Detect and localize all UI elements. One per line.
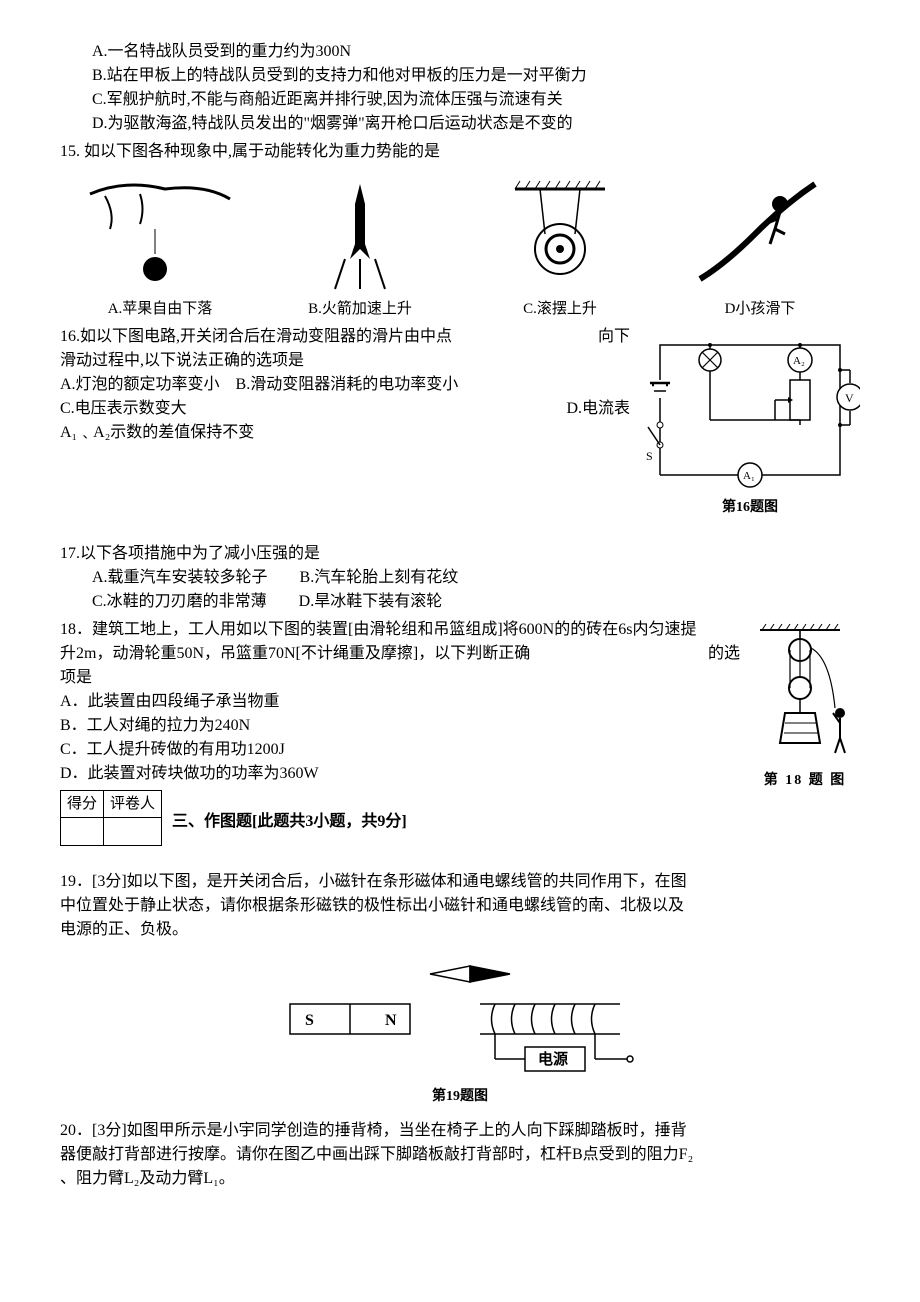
q15-images xyxy=(60,174,860,294)
q14-optC: C.军舰护航时,不能与商船近距离并排行驶,因为流体压强与流速有关 xyxy=(60,88,860,112)
magnet-N-label: N xyxy=(385,1012,397,1029)
magnet-solenoid-diagram: S N 电源 xyxy=(270,954,650,1084)
q20-line3: 、阻力臂L₂及动力臂L₁。 xyxy=(60,1167,860,1191)
q15-imgA xyxy=(85,174,235,294)
q17-optCD: C.冰鞋的刀刃磨的非常薄 D.旱冰鞋下装有滚轮 xyxy=(60,590,860,614)
q15-imgD xyxy=(685,174,835,294)
q16-stem-b: 向下 xyxy=(598,325,630,349)
q19-line2: 中位置处于静止状态，请你根据条形磁铁的极性标出小磁针和通电螺线管的南、北极以及 xyxy=(60,894,860,918)
q16: S A₁ A₂ xyxy=(60,325,860,445)
q18-figure: 第 18 题 图 xyxy=(750,618,860,791)
q16-stem-a: 16.如以下图电路,开关闭合后在滑动变阻器的滑片由中点 xyxy=(60,328,452,345)
q15-captions: A.苹果自由下落 B.火箭加速上升 C.滚摆上升 D小孩滑下 xyxy=(60,298,860,321)
q15-stem: 15. 如以下图各种现象中,属于动能转化为重力势能的是 xyxy=(60,140,860,164)
q19-line1: 19．[3分]如以下图，是开关闭合后，小磁针在条形磁体和通电螺线管的共同作用下，… xyxy=(60,870,860,894)
q15-capD: D小孩滑下 xyxy=(680,298,840,321)
slide-icon xyxy=(685,174,835,294)
q15-imgC xyxy=(485,174,635,294)
q17-stem: 17.以下各项措施中为了减小压强的是 xyxy=(60,542,860,566)
circuit-diagram-icon: S A₁ A₂ xyxy=(640,325,860,495)
q18-optB: B．工人对绳的拉力为240N xyxy=(60,714,860,738)
q18-line2a: 升2m，动滑轮重50N，吊篮重70N[不计绳重及摩擦]，以下判断正确 xyxy=(60,645,530,662)
svg-text:S: S xyxy=(646,449,653,463)
q18-caption: 第 18 题 图 xyxy=(764,770,847,791)
q19-caption: 第19题图 xyxy=(432,1086,488,1107)
pulley-system-icon xyxy=(750,618,860,768)
power-label: 电源 xyxy=(538,1050,568,1068)
q19: 19．[3分]如以下图，是开关闭合后，小磁针在条形磁体和通电螺线管的共同作用下，… xyxy=(60,870,860,1107)
q16-figure: S A₁ A₂ xyxy=(640,325,860,518)
magnet-S-label: S xyxy=(305,1012,314,1029)
score-blank2 xyxy=(104,818,162,846)
svg-text:V: V xyxy=(845,391,854,405)
maxwell-wheel-icon xyxy=(485,174,635,294)
score-table: 得分 评卷人 xyxy=(60,790,162,846)
svg-text:A₂: A₂ xyxy=(793,355,805,367)
q18: 第 18 题 图 18．建筑工地上，工人用如以下图的装置[由滑轮组和吊篮组成]将… xyxy=(60,618,860,786)
svg-text:A₁: A₁ xyxy=(743,470,755,482)
q15-capB: B.火箭加速上升 xyxy=(280,298,440,321)
q17: 17.以下各项措施中为了减小压强的是 A.载重汽车安装较多轮子 B.汽车轮胎上刻… xyxy=(60,542,860,614)
q18-line3: 项是 xyxy=(60,666,860,690)
q20: 20．[3分]如图甲所示是小宇同学创造的捶背椅，当坐在椅子上的人向下踩脚踏板时，… xyxy=(60,1119,860,1191)
q19-figure: S N 电源 第19题图 xyxy=(60,954,860,1107)
q18-optC: C．工人提升砖做的有用功1200J xyxy=(60,738,860,762)
q19-line3: 电源的正、负极。 xyxy=(60,918,860,942)
q14-optD: D.为驱散海盗,特战队员发出的"烟雾弹"离开枪口后运动状态是不变的 xyxy=(60,112,860,136)
q15-capC: C.滚摆上升 xyxy=(480,298,640,321)
q18-line2b: 的选 xyxy=(708,642,740,666)
q14-options: A.一名特战队员受到的重力约为300N B.站在甲板上的特战队员受到的支持力和他… xyxy=(60,40,860,136)
q18-line2: 升2m，动滑轮重50N，吊篮重70N[不计绳重及摩擦]，以下判断正确 的选 xyxy=(60,642,860,666)
q16-optD: D.电流表 xyxy=(566,397,630,421)
q14-optA: A.一名特战队员受到的重力约为300N xyxy=(60,40,860,64)
q15: 15. 如以下图各种现象中,属于动能转化为重力势能的是 xyxy=(60,140,860,321)
q20-line1: 20．[3分]如图甲所示是小宇同学创造的捶背椅，当坐在椅子上的人向下踩脚踏板时，… xyxy=(60,1119,860,1143)
q20-line2: 器便敲打背部进行按摩。请你在图乙中画出踩下脚踏板敲打背部时，杠杆B点受到的阻力F… xyxy=(60,1143,860,1167)
q18-line1: 18．建筑工地上，工人用如以下图的装置[由滑轮组和吊篮组成]将600N的的砖在6… xyxy=(60,618,860,642)
q15-imgB xyxy=(285,174,435,294)
apple-fall-icon xyxy=(85,174,235,294)
rocket-icon xyxy=(285,174,435,294)
score-col2: 评卷人 xyxy=(104,790,162,818)
section3-header: 得分 评卷人 三、作图题[此题共3小题，共9分] xyxy=(60,790,860,834)
q18-optA: A．此装置由四段绳子承当物重 xyxy=(60,690,860,714)
q16-caption: 第16题图 xyxy=(722,497,778,518)
score-blank1 xyxy=(61,818,104,846)
score-col1: 得分 xyxy=(61,790,104,818)
section3-title: 三、作图题[此题共3小题，共9分] xyxy=(172,813,407,830)
q18-optD: D．此装置对砖块做功的功率为360W xyxy=(60,762,860,786)
q17-optAB: A.载重汽车安装较多轮子 B.汽车轮胎上刻有花纹 xyxy=(60,566,860,590)
q15-capA: A.苹果自由下落 xyxy=(80,298,240,321)
q14-optB: B.站在甲板上的特战队员受到的支持力和他对甲板的压力是一对平衡力 xyxy=(60,64,860,88)
q16-optC: C.电压表示数变大 xyxy=(60,400,187,417)
